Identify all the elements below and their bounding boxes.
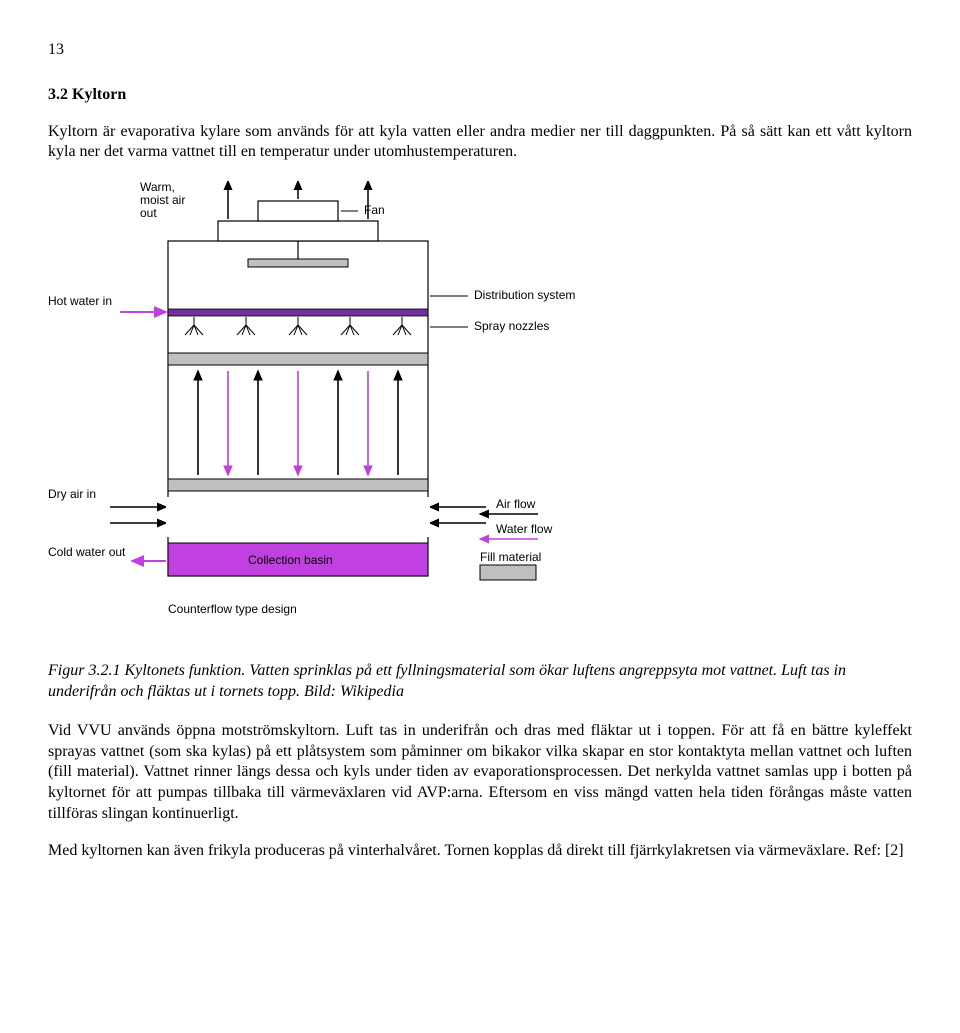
body-paragraph: Vid VVU används öppna motströmskyltorn. … xyxy=(48,721,912,825)
water-flow-label: Water flow xyxy=(496,522,553,536)
hot-water-in-label: Hot water in xyxy=(48,294,112,308)
warm-air-label-3: out xyxy=(140,206,157,220)
distribution-label: Distribution system xyxy=(474,288,575,302)
air-flow-label: Air flow xyxy=(496,497,536,511)
cooling-tower-diagram: Fan Warm, moist air out Distribution sys… xyxy=(48,181,912,641)
final-paragraph: Med kyltornen kan även frikyla producera… xyxy=(48,841,912,862)
diagram-title: Counterflow type design xyxy=(168,602,297,616)
figure-caption: Figur 3.2.1 Kyltonets funktion. Vatten s… xyxy=(48,661,912,703)
page-number: 13 xyxy=(48,40,912,61)
collection-basin-label: Collection basin xyxy=(248,553,333,567)
fill-material-label: Fill material xyxy=(480,550,541,564)
fan-label: Fan xyxy=(364,203,385,217)
section-title: 3.2 Kyltorn xyxy=(48,85,912,106)
warm-air-label-2: moist air xyxy=(140,193,185,207)
spray-label: Spray nozzles xyxy=(474,319,549,333)
cold-water-out-label: Cold water out xyxy=(48,545,126,559)
intro-paragraph: Kyltorn är evaporativa kylare som använd… xyxy=(48,122,912,164)
dry-air-in-label: Dry air in xyxy=(48,487,96,501)
